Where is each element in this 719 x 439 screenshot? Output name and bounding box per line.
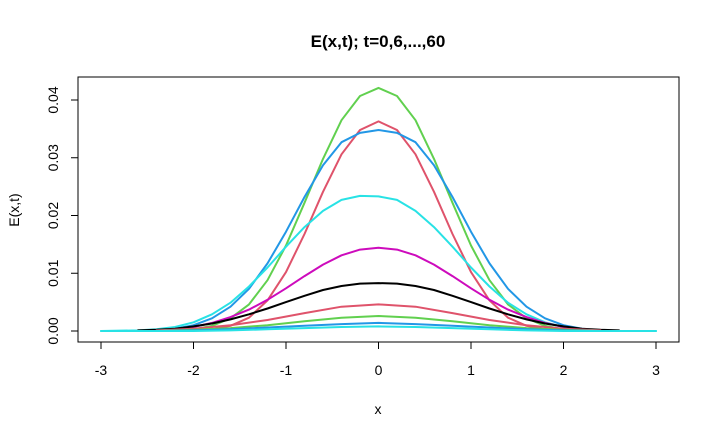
y-tick-label: 0.00 <box>45 317 61 344</box>
y-axis-label: E(x,t) <box>6 193 22 226</box>
x-tick-label: -1 <box>280 362 293 378</box>
series-line-10 <box>100 325 657 332</box>
chart-title: E(x,t); t=0,6,...,60 <box>311 32 446 51</box>
y-tick-label: 0.04 <box>45 86 61 113</box>
y-tick-label: 0.02 <box>45 202 61 229</box>
x-tick-label: 3 <box>652 362 660 378</box>
series-line-1 <box>137 86 620 332</box>
x-tick-label: 2 <box>560 362 568 378</box>
series-line-3 <box>137 129 620 332</box>
y-tick-label: 0.01 <box>45 259 61 286</box>
series-line-2 <box>192 120 565 332</box>
y-axis: 0.00 0.01 0.02 0.03 0.04 <box>45 86 79 345</box>
x-tick-label: -2 <box>187 362 200 378</box>
x-tick-label: 1 <box>467 362 475 378</box>
series-line-9 <box>155 321 602 332</box>
y-tick-label: 0.03 <box>45 144 61 171</box>
series-line-5 <box>155 246 602 332</box>
series-line-7 <box>155 303 602 332</box>
x-axis-label: x <box>375 401 382 417</box>
series-layer <box>100 86 657 332</box>
plot-frame <box>77 76 680 343</box>
x-tick-label: 0 <box>375 362 383 378</box>
series-line-6 <box>137 282 620 332</box>
x-tick-label: -3 <box>95 362 108 378</box>
x-axis: -3 -2 -1 0 1 2 3 <box>95 341 660 378</box>
series-line-4 <box>100 194 657 332</box>
series-line-8 <box>155 315 602 332</box>
